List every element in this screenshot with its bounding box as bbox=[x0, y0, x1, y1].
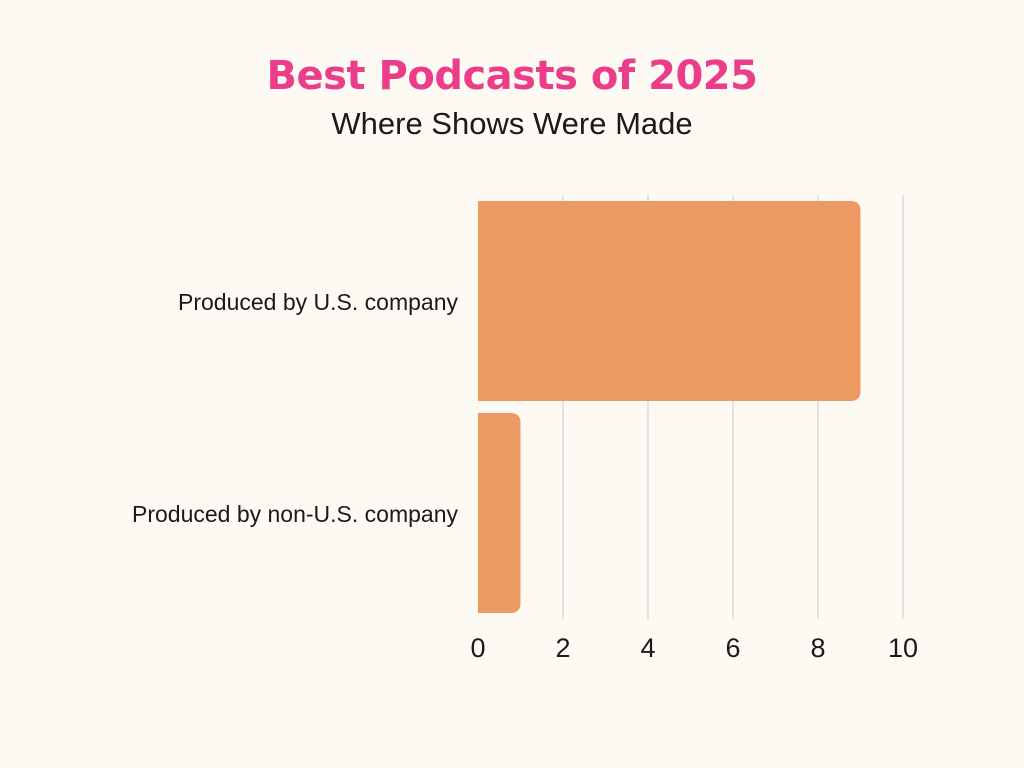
bar bbox=[478, 201, 861, 401]
x-tick-label: 8 bbox=[810, 633, 825, 663]
category-label: Produced by non-U.S. company bbox=[132, 501, 459, 527]
x-tick-label: 2 bbox=[555, 633, 570, 663]
x-axis-ticks: 0 2 4 6 8 10 bbox=[470, 633, 918, 663]
x-tick-label: 4 bbox=[640, 633, 655, 663]
x-tick-label: 10 bbox=[888, 633, 918, 663]
category-label: Produced by U.S. company bbox=[178, 289, 458, 315]
chart-title: Best Podcasts of 2025 bbox=[266, 53, 758, 99]
bars bbox=[478, 201, 861, 613]
category-labels: Produced by U.S. company Produced by non-… bbox=[132, 289, 459, 527]
bar bbox=[478, 413, 521, 613]
x-tick-label: 6 bbox=[725, 633, 740, 663]
chart-subtitle: Where Shows Were Made bbox=[331, 106, 693, 141]
x-tick-label: 0 bbox=[470, 633, 485, 663]
